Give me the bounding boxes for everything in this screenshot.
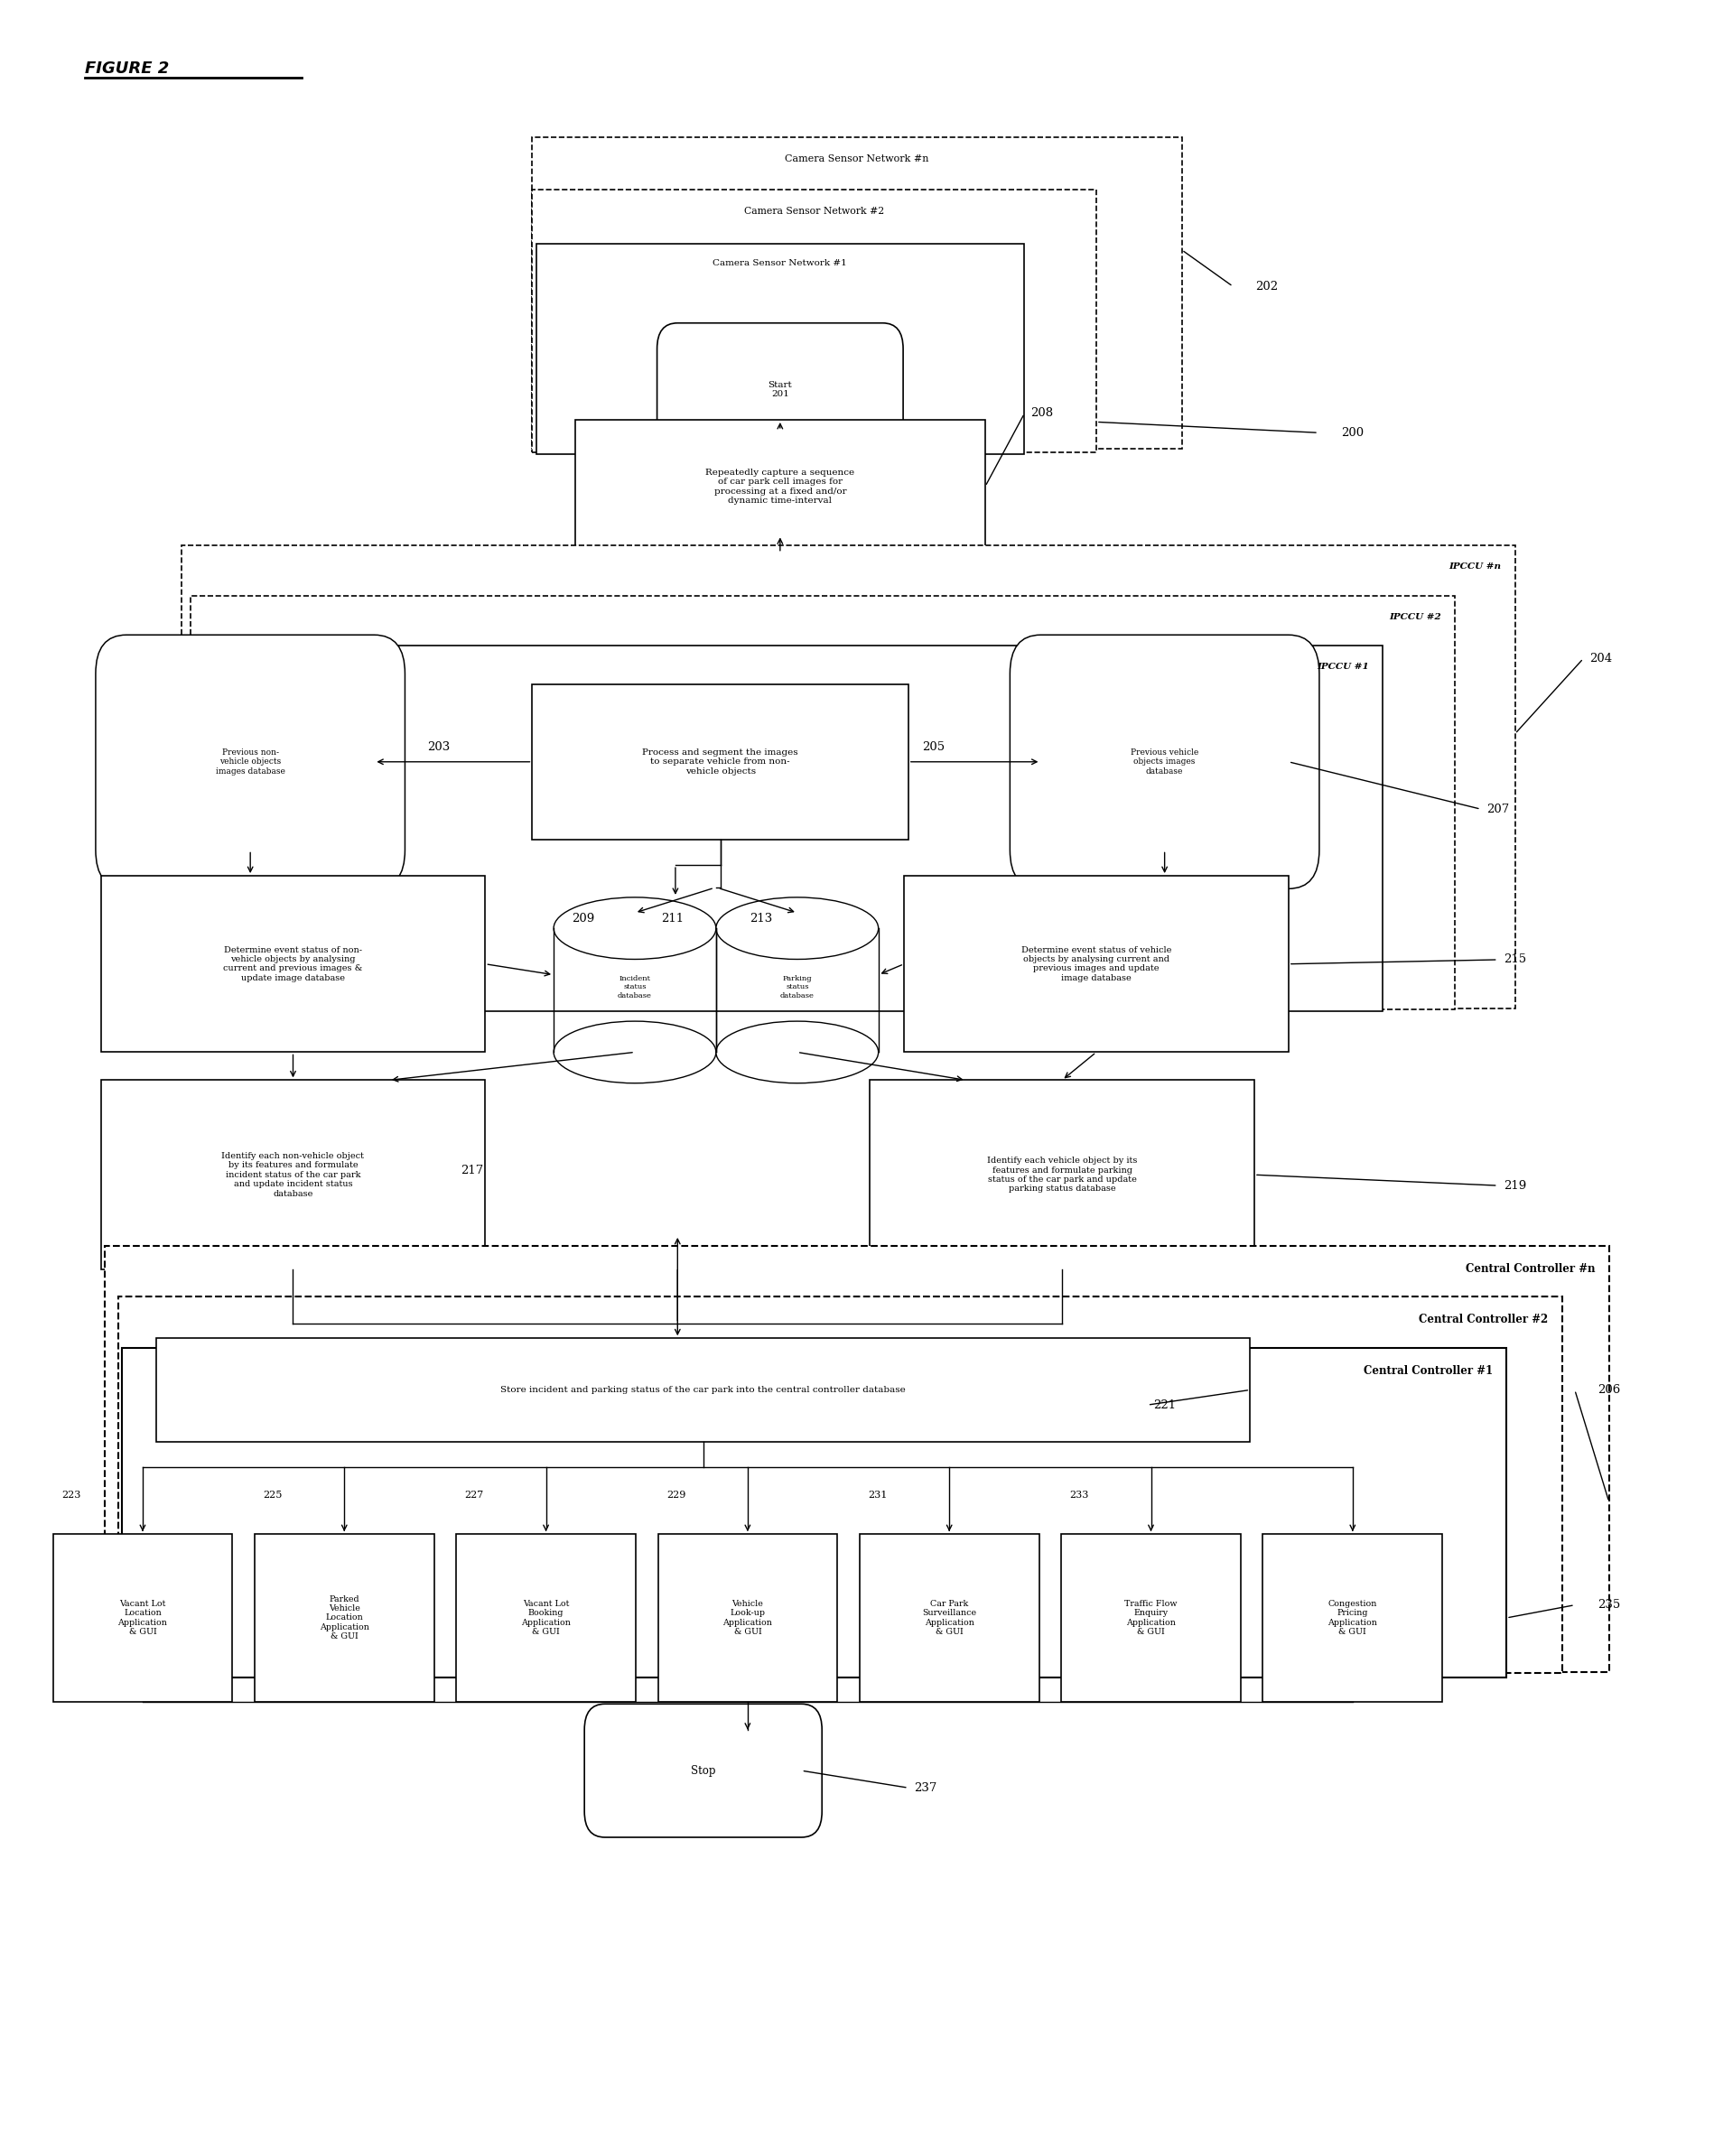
Text: Start
201: Start 201 — [768, 382, 792, 399]
FancyBboxPatch shape — [869, 1080, 1255, 1270]
Text: 225: 225 — [264, 1490, 283, 1501]
Text: 223: 223 — [62, 1490, 81, 1501]
Ellipse shape — [716, 1022, 878, 1082]
Text: IPCCU #2: IPCCU #2 — [1390, 614, 1441, 621]
Text: 211: 211 — [662, 912, 684, 925]
Text: Stop: Stop — [691, 1766, 716, 1777]
FancyBboxPatch shape — [1010, 634, 1320, 888]
Text: Parked
Vehicle
Location
Application
& GUI: Parked Vehicle Location Application & GU… — [319, 1595, 369, 1641]
FancyBboxPatch shape — [584, 1703, 823, 1837]
Text: 237: 237 — [914, 1783, 938, 1794]
Text: 204: 204 — [1589, 653, 1611, 664]
Text: 215: 215 — [1503, 953, 1525, 966]
Ellipse shape — [554, 897, 716, 959]
FancyBboxPatch shape — [574, 420, 986, 554]
Text: Central Controller #1: Central Controller #1 — [1364, 1365, 1493, 1378]
Text: Vacant Lot
Booking
Application
& GUI: Vacant Lot Booking Application & GUI — [521, 1600, 571, 1636]
Text: 219: 219 — [1503, 1179, 1527, 1192]
Text: Process and segment the images
to separate vehicle from non-
vehicle objects: Process and segment the images to separa… — [643, 748, 799, 776]
Text: Store incident and parking status of the car park into the central controller da: Store incident and parking status of the… — [500, 1386, 905, 1395]
Text: 208: 208 — [1030, 407, 1052, 418]
FancyBboxPatch shape — [156, 1339, 1250, 1442]
Ellipse shape — [716, 897, 878, 959]
FancyBboxPatch shape — [101, 1080, 485, 1270]
Text: 205: 205 — [922, 742, 944, 752]
FancyBboxPatch shape — [656, 323, 903, 457]
Text: 202: 202 — [1256, 280, 1279, 293]
FancyBboxPatch shape — [533, 683, 908, 839]
FancyBboxPatch shape — [195, 645, 1383, 1011]
Text: 229: 229 — [667, 1490, 686, 1501]
Text: Central Controller #2: Central Controller #2 — [1419, 1313, 1548, 1326]
FancyBboxPatch shape — [255, 1535, 434, 1701]
Text: FIGURE 2: FIGURE 2 — [84, 60, 168, 78]
Text: Previous vehicle
objects images
database: Previous vehicle objects images database — [1131, 748, 1198, 776]
Text: Determine event status of vehicle
objects by analysing current and
previous imag: Determine event status of vehicle object… — [1022, 946, 1171, 983]
FancyBboxPatch shape — [105, 1246, 1609, 1671]
Text: 213: 213 — [751, 912, 773, 925]
FancyBboxPatch shape — [1263, 1535, 1441, 1701]
FancyBboxPatch shape — [456, 1535, 636, 1701]
FancyBboxPatch shape — [190, 597, 1455, 1009]
Text: 221: 221 — [1154, 1399, 1176, 1410]
Text: Vehicle
Look-up
Application
& GUI: Vehicle Look-up Application & GUI — [723, 1600, 773, 1636]
Text: 207: 207 — [1486, 804, 1510, 815]
FancyBboxPatch shape — [1061, 1535, 1241, 1701]
FancyBboxPatch shape — [182, 545, 1515, 1009]
Text: IPCCU #1: IPCCU #1 — [1316, 662, 1369, 671]
Text: Camera Sensor Network #1: Camera Sensor Network #1 — [713, 259, 847, 267]
FancyBboxPatch shape — [658, 1535, 838, 1701]
Text: Previous non-
vehicle objects
images database: Previous non- vehicle objects images dat… — [216, 748, 285, 776]
Text: 200: 200 — [1342, 427, 1364, 438]
FancyBboxPatch shape — [53, 1535, 233, 1701]
FancyBboxPatch shape — [122, 1348, 1507, 1677]
Text: Repeatedly capture a sequence
of car park cell images for
processing at a fixed : Repeatedly capture a sequence of car par… — [706, 468, 855, 505]
Text: Vacant Lot
Location
Application
& GUI: Vacant Lot Location Application & GUI — [118, 1600, 168, 1636]
FancyBboxPatch shape — [101, 875, 485, 1052]
Text: Identify each vehicle object by its
features and formulate parking
status of the: Identify each vehicle object by its feat… — [987, 1156, 1136, 1192]
FancyBboxPatch shape — [118, 1296, 1561, 1673]
FancyBboxPatch shape — [533, 190, 1097, 453]
Text: 209: 209 — [572, 912, 595, 925]
Text: Determine event status of non-
vehicle objects by analysing
current and previous: Determine event status of non- vehicle o… — [223, 946, 363, 983]
Text: Camera Sensor Network #2: Camera Sensor Network #2 — [744, 207, 884, 216]
Text: 235: 235 — [1597, 1600, 1620, 1611]
Text: 227: 227 — [464, 1490, 483, 1501]
Text: Traffic Flow
Enquiry
Application
& GUI: Traffic Flow Enquiry Application & GUI — [1124, 1600, 1178, 1636]
Text: Incident
status
database: Incident status database — [617, 975, 651, 998]
FancyBboxPatch shape — [96, 634, 405, 888]
Text: 206: 206 — [1597, 1384, 1620, 1395]
Text: Congestion
Pricing
Application
& GUI: Congestion Pricing Application & GUI — [1328, 1600, 1378, 1636]
FancyBboxPatch shape — [859, 1535, 1039, 1701]
Ellipse shape — [554, 1022, 716, 1082]
Text: 203: 203 — [427, 742, 449, 752]
Text: 217: 217 — [461, 1164, 483, 1177]
Text: Camera Sensor Network #n: Camera Sensor Network #n — [785, 153, 929, 164]
Text: IPCCU #n: IPCCU #n — [1448, 563, 1501, 571]
Text: Identify each non-vehicle object
by its features and formulate
incident status o: Identify each non-vehicle object by its … — [221, 1151, 365, 1197]
FancyBboxPatch shape — [533, 138, 1181, 448]
Text: Parking
status
database: Parking status database — [780, 975, 814, 998]
Text: 233: 233 — [1070, 1490, 1088, 1501]
Text: 231: 231 — [867, 1490, 888, 1501]
FancyBboxPatch shape — [903, 875, 1289, 1052]
Text: Central Controller #n: Central Controller #n — [1465, 1263, 1596, 1274]
Text: Car Park
Surveillance
Application
& GUI: Car Park Surveillance Application & GUI — [922, 1600, 977, 1636]
FancyBboxPatch shape — [536, 244, 1023, 455]
